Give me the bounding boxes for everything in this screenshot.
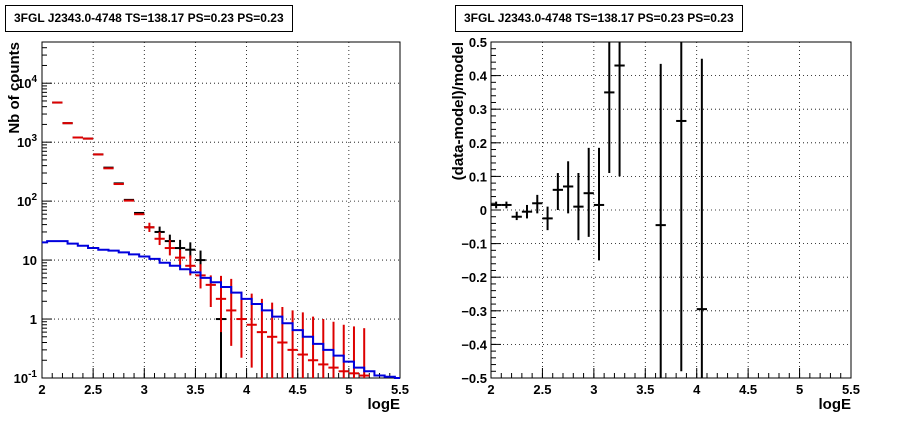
x-tick-label: 2.5: [533, 382, 551, 397]
y-tick-label: −0.3: [461, 304, 487, 319]
x-tick-label: 2: [38, 382, 45, 397]
y-tick-label: 1: [30, 312, 37, 327]
y-tick-label: −0.5: [461, 371, 487, 386]
residual-panel: 2 2.5 3 3.5 4 4.5 5 5.5 −0.5 −0.4 −0.3 −0.2 −0.1 0 0.1…: [449, 0, 898, 421]
y-tick-label: 10-1: [14, 369, 38, 386]
counts-chart: 2 2.5 3 3.5 4 4.5 5 5.5 10-1 1 10 102 103 104 logE Nb o…: [6, 41, 409, 413]
x-tick-label: 4: [693, 382, 701, 397]
y-tick-label: 103: [17, 133, 37, 150]
x-tick-label: 5.5: [842, 382, 860, 397]
x-tick-label: 3.5: [636, 382, 654, 397]
x-tick-label: 4.5: [739, 382, 757, 397]
y-tick-label: 102: [17, 192, 37, 209]
y-axis-title: (data-model)/model: [450, 42, 467, 180]
y-tick-label: −0.2: [461, 270, 487, 285]
model-histogram-line: [42, 240, 400, 379]
y-tick-label: 104: [17, 74, 37, 91]
y-tick-label: 10: [23, 253, 37, 268]
x-tick-label: 5: [345, 382, 352, 397]
counts-panel: 2 2.5 3 3.5 4 4.5 5 5.5 10-1 1 10 102 103 104 logE Nb o…: [5, 5, 409, 413]
x-tick-label: 2.5: [84, 382, 102, 397]
x-tick-label: 4.5: [289, 382, 307, 397]
x-tick-label: 3.5: [186, 382, 204, 397]
y-tick-label: −0.4: [461, 337, 487, 352]
y-tick-label: 0.2: [469, 136, 487, 151]
y-tick-label: 0: [480, 203, 487, 218]
y-tick-label: 0.3: [469, 102, 487, 117]
y-tick-label: 0.1: [469, 169, 487, 184]
x-tick-label: 5.5: [391, 382, 409, 397]
y-tick-label: 0.4: [469, 69, 488, 84]
x-axis-title: logE: [368, 396, 401, 413]
residual-chart: 2 2.5 3 3.5 4 4.5 5 5.5 −0.5 −0.4 −0.3 −0.2 −0.1 0 0.1…: [450, 35, 860, 413]
y-tick-label: −0.1: [461, 237, 487, 252]
y-tick-label: 0.5: [469, 35, 487, 50]
x-tick-label: 3: [590, 382, 597, 397]
x-axis-title: logE: [819, 396, 852, 413]
x-tick-label: 4: [243, 382, 251, 397]
chart-title: 3FGL J2343.0-4748 TS=138.17 PS=0.23 PS=0…: [455, 5, 743, 32]
x-tick-label: 2: [487, 382, 494, 397]
y-axis-title: Nb of counts: [6, 42, 23, 134]
x-tick-label: 3: [141, 382, 148, 397]
chart-title: 3FGL J2343.0-4748 TS=138.17 PS=0.23 PS=0…: [5, 5, 293, 32]
x-tick-label: 5: [796, 382, 803, 397]
